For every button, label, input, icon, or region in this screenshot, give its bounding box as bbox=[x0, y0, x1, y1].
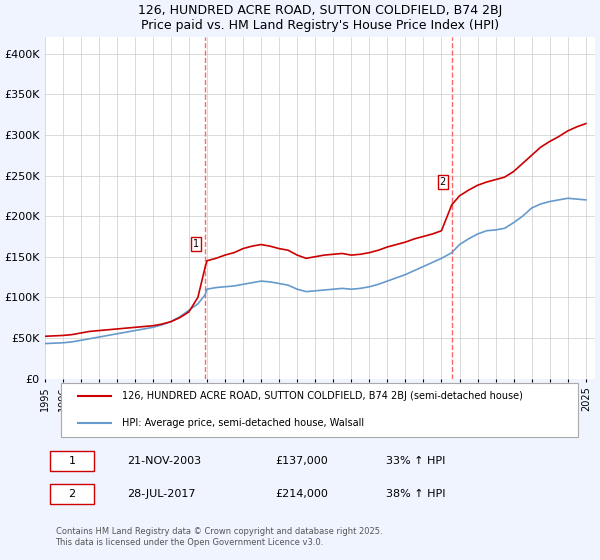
FancyBboxPatch shape bbox=[61, 383, 578, 437]
Text: 2: 2 bbox=[68, 489, 76, 499]
Title: 126, HUNDRED ACRE ROAD, SUTTON COLDFIELD, B74 2BJ
Price paid vs. HM Land Registr: 126, HUNDRED ACRE ROAD, SUTTON COLDFIELD… bbox=[137, 4, 502, 32]
Text: 21-NOV-2003: 21-NOV-2003 bbox=[127, 456, 201, 466]
FancyBboxPatch shape bbox=[50, 451, 94, 470]
FancyBboxPatch shape bbox=[50, 484, 94, 503]
Text: HPI: Average price, semi-detached house, Walsall: HPI: Average price, semi-detached house,… bbox=[122, 418, 364, 428]
Text: 1: 1 bbox=[68, 456, 76, 466]
Text: 38% ↑ HPI: 38% ↑ HPI bbox=[386, 489, 445, 499]
Text: 126, HUNDRED ACRE ROAD, SUTTON COLDFIELD, B74 2BJ (semi-detached house): 126, HUNDRED ACRE ROAD, SUTTON COLDFIELD… bbox=[122, 391, 523, 401]
Text: £214,000: £214,000 bbox=[275, 489, 329, 499]
Text: 33% ↑ HPI: 33% ↑ HPI bbox=[386, 456, 445, 466]
Text: 1: 1 bbox=[193, 240, 199, 249]
Text: 28-JUL-2017: 28-JUL-2017 bbox=[127, 489, 196, 499]
Text: Contains HM Land Registry data © Crown copyright and database right 2025.
This d: Contains HM Land Registry data © Crown c… bbox=[56, 527, 382, 547]
Text: 2: 2 bbox=[440, 177, 446, 187]
Text: £137,000: £137,000 bbox=[275, 456, 328, 466]
